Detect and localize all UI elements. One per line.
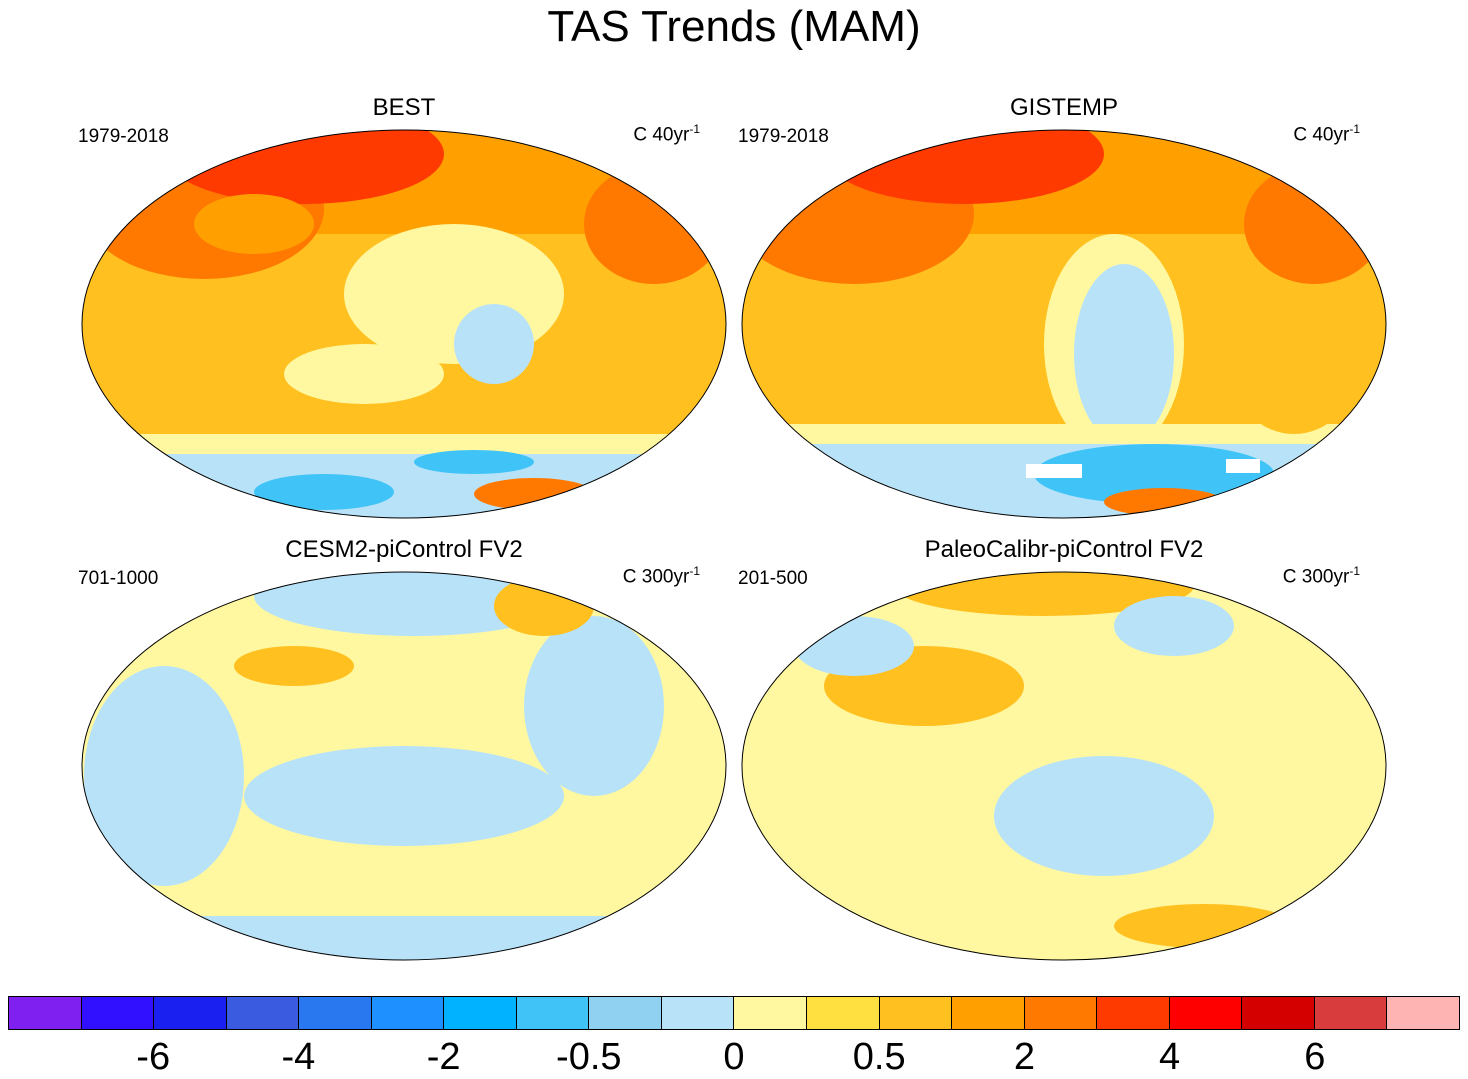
colorbar-box	[589, 997, 662, 1029]
colorbar-box	[299, 997, 372, 1029]
colorbar-box	[371, 997, 445, 1029]
panel-units: C 300yr-1	[1282, 564, 1360, 588]
panel-units: C 40yr-1	[633, 122, 700, 146]
colorbar-box	[952, 997, 1025, 1029]
panel-units: C 40yr-1	[1293, 122, 1360, 146]
colorbar-box	[661, 997, 735, 1029]
colorbar-box	[1169, 997, 1243, 1029]
map-panel-gistemp: GISTEMP 1979-2018 C 40yr-1	[734, 94, 1394, 534]
panel-title: CESM2-piControl FV2	[285, 536, 523, 563]
colorbar-box	[879, 997, 953, 1029]
map-gistemp	[741, 129, 1387, 519]
colorbar-box	[516, 997, 590, 1029]
colorbar-label: -4	[281, 1036, 316, 1078]
colorbar-label: 6	[1304, 1036, 1326, 1078]
figure-title: TAS Trends (MAM)	[547, 2, 921, 51]
colorbar-box	[9, 997, 82, 1029]
panel-title: BEST	[372, 94, 436, 121]
colorbar-box	[1387, 997, 1459, 1029]
panel-title: GISTEMP	[1009, 94, 1118, 121]
colorbar-label: 0	[723, 1036, 745, 1078]
panel-period: 701-1000	[78, 568, 159, 589]
panel-units: C 300yr-1	[622, 564, 700, 588]
panel-period: 1979-2018	[738, 126, 829, 147]
colorbar-box	[1097, 997, 1170, 1029]
map-panel-best: BEST 1979-2018 C 40yr-1	[74, 94, 734, 534]
colorbar-box	[807, 997, 880, 1029]
map-paleocalibr	[741, 571, 1387, 961]
colorbar-label: 2	[1013, 1036, 1035, 1078]
colorbar-box	[734, 997, 808, 1029]
colorbar-box	[81, 997, 155, 1029]
panel-period: 1979-2018	[78, 126, 169, 147]
colorbar-box	[1314, 997, 1388, 1029]
colorbar-box	[226, 997, 300, 1029]
map-panel-paleocalibr: PaleoCalibr-piControl FV2 201-500 C 300y…	[734, 536, 1394, 976]
colorbar-label: 4	[1159, 1036, 1181, 1078]
colorbar-box	[1024, 997, 1098, 1029]
map-panel-cesm2: CESM2-piControl FV2 701-1000 C 300yr-1	[74, 536, 734, 976]
colorbar-label: -6	[136, 1036, 171, 1078]
map-best	[81, 129, 727, 519]
panel-period: 201-500	[738, 568, 808, 589]
colorbar	[8, 996, 1460, 1030]
colorbar-box	[444, 997, 517, 1029]
panel-title: PaleoCalibr-piControl FV2	[924, 536, 1204, 563]
colorbar-box	[154, 997, 227, 1029]
map-cesm2	[81, 571, 727, 961]
colorbar-label: -0.5	[556, 1036, 622, 1078]
colorbar-box	[1242, 997, 1315, 1029]
colorbar-label: 0.5	[852, 1036, 906, 1078]
colorbar-label: -2	[426, 1036, 461, 1078]
